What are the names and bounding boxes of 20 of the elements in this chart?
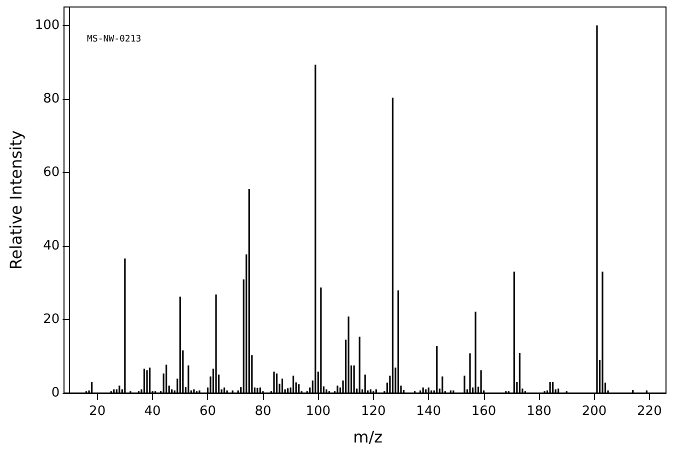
x-tick-label: 80 — [254, 404, 272, 419]
y-tick-label: 80 — [43, 91, 60, 106]
y-axis-title: Relative Intensity — [6, 130, 26, 270]
y-tick-label: 40 — [43, 238, 60, 254]
y-tick-label: 0 — [51, 386, 60, 400]
x-tick-label: 220 — [637, 404, 662, 419]
y-tick-label: 100 — [34, 18, 60, 33]
x-tick-label: 100 — [306, 404, 331, 419]
y-tick-label: 60 — [43, 164, 60, 180]
x-tick-label: 160 — [471, 404, 496, 419]
x-tick-label: 40 — [144, 404, 161, 419]
x-tick-label: 180 — [526, 404, 552, 419]
x-tick-label: 60 — [199, 404, 216, 419]
x-tick-label: 200 — [582, 404, 607, 419]
annotation: MS-NW-0213 — [87, 34, 142, 44]
y-tick-label: 20 — [43, 312, 60, 327]
x-tick-label: 120 — [360, 404, 386, 419]
x-tick-label: 20 — [89, 404, 106, 419]
x-tick-label: 140 — [416, 404, 442, 419]
x-axis-title: m/z — [353, 428, 383, 446]
